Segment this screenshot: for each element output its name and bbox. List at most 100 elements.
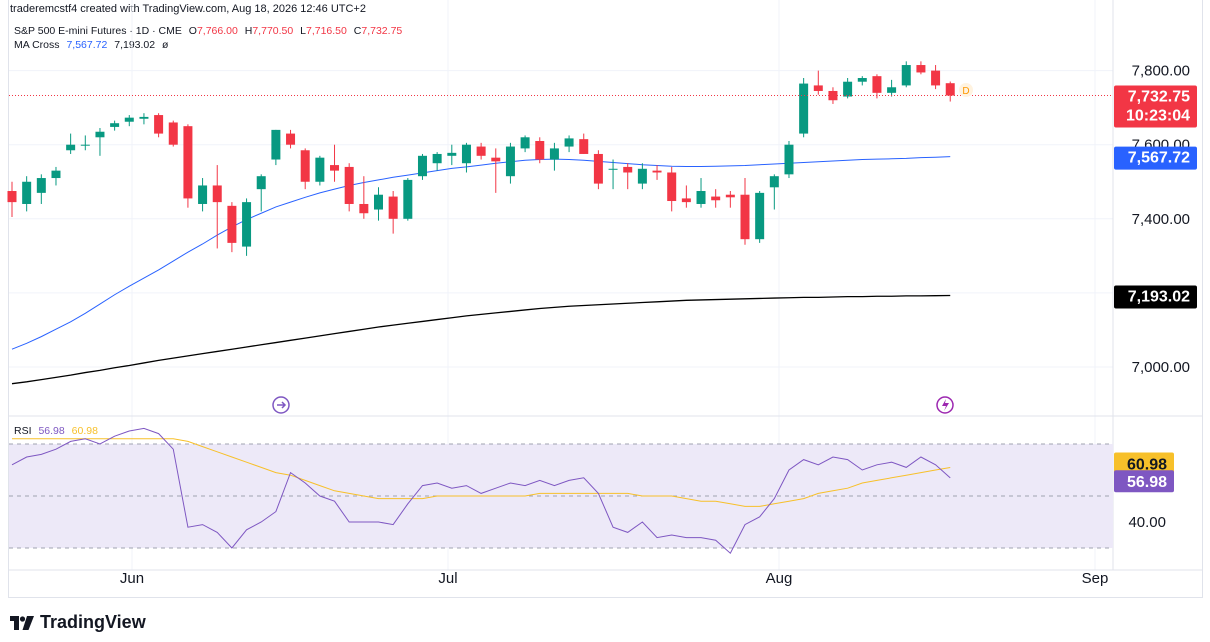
candle <box>388 191 398 234</box>
candle-body <box>681 198 691 203</box>
candle-body <box>256 176 266 190</box>
candle <box>901 61 911 88</box>
candle-body <box>579 139 589 154</box>
candle <box>300 148 310 190</box>
candle-body <box>828 90 838 101</box>
rsi-badge-bg <box>1114 470 1174 493</box>
low-value: 7,716.50 <box>305 25 347 37</box>
candle <box>769 174 779 210</box>
ma-slow-badge-text: 7,193.02 <box>1128 288 1190 305</box>
candle-body <box>7 191 17 203</box>
candle-body <box>198 185 208 204</box>
high-value: 7,770.50 <box>252 25 294 37</box>
price-tick-label: 7,800.00 <box>1132 63 1190 80</box>
symbol-name[interactable]: S&P 500 E-mini Futures · 1D · CME <box>14 25 182 37</box>
candle-body <box>227 205 237 243</box>
ma-label[interactable]: MA Cross <box>14 39 60 51</box>
candle-body <box>725 194 735 198</box>
candle <box>461 142 471 173</box>
event-marker-icon <box>959 83 973 97</box>
ma-fast-badge-bg <box>1114 146 1197 170</box>
time-tick-label: Jun <box>120 570 144 587</box>
lightning-circle-ring <box>936 396 954 414</box>
candle <box>403 178 413 221</box>
arrow-circle-arrow <box>277 401 287 409</box>
price-tick-label: 7,000.00 <box>1132 359 1190 376</box>
candle <box>813 70 823 95</box>
candle-body <box>505 146 515 177</box>
candle-body <box>784 144 794 175</box>
open-label: O <box>188 25 197 37</box>
candle-body <box>271 129 281 160</box>
candle-body <box>476 146 486 156</box>
candle <box>843 78 853 99</box>
candle-body <box>637 168 647 184</box>
candle <box>740 178 750 245</box>
candle <box>271 129 281 166</box>
candle <box>535 137 545 164</box>
candle <box>124 115 134 127</box>
ma-hidden-icon[interactable]: ø <box>162 39 169 51</box>
arrow-circle-icon <box>272 396 290 414</box>
rsi-tick-label: 40.00 <box>1128 514 1166 531</box>
candle <box>447 144 457 166</box>
ma-fast-badge-text: 7,567.72 <box>1128 150 1190 167</box>
tradingview-logo[interactable]: TradingView <box>10 612 146 633</box>
candle <box>22 176 32 212</box>
candle <box>7 181 17 217</box>
candle-body <box>593 153 603 184</box>
candle <box>80 135 90 151</box>
candle-body <box>843 81 853 97</box>
last-price-badge-text: 10:23:04 <box>1126 108 1190 125</box>
candle-body <box>212 185 222 203</box>
price-tick-label: 7,400.00 <box>1132 211 1190 228</box>
candle-body <box>755 192 765 240</box>
candle-body <box>887 87 897 93</box>
candle <box>330 144 340 182</box>
candle-body <box>124 117 134 122</box>
rsi-label[interactable]: RSI <box>14 425 32 437</box>
rsi-ma-badge-bg <box>1114 452 1174 475</box>
candle-body <box>66 144 76 151</box>
candle-body <box>403 179 413 219</box>
time-tick-label: Sep <box>1082 570 1109 587</box>
candle-body <box>359 203 369 214</box>
candle <box>608 159 618 190</box>
created-by-header: traderemcstf4 created with TradingView.c… <box>10 3 366 15</box>
candle <box>681 185 691 208</box>
candle <box>637 163 647 190</box>
candle-body <box>461 144 471 164</box>
last-price-badge-text: 7,732.75 <box>1128 89 1190 106</box>
candle-body <box>857 78 867 82</box>
candle-body <box>432 153 442 164</box>
candle-body <box>51 170 61 179</box>
candle <box>95 128 105 156</box>
candle-body <box>22 181 32 204</box>
candle <box>887 79 897 97</box>
ma-slow-line <box>11 294 951 385</box>
chart-frame <box>8 0 1203 598</box>
candle-body <box>315 157 325 182</box>
candle <box>593 150 603 190</box>
candle-body <box>183 126 193 199</box>
candle <box>579 133 589 154</box>
candle <box>755 191 765 243</box>
candle <box>857 76 867 86</box>
close-label: C <box>353 25 362 37</box>
candle-body <box>945 83 955 96</box>
candle-body <box>711 196 721 201</box>
candle-body <box>901 65 911 86</box>
candle-body <box>36 178 46 193</box>
lightning-bolt <box>942 399 949 411</box>
candle-body <box>154 115 164 134</box>
candle <box>945 81 955 102</box>
candle <box>242 198 252 256</box>
open-value: 7,766.00 <box>196 25 238 37</box>
candle-body <box>520 137 530 149</box>
candle-body <box>740 194 750 240</box>
candle-body <box>80 144 90 146</box>
candle-body <box>491 157 501 162</box>
ma-fast-line <box>11 156 951 350</box>
candle-body <box>769 176 779 188</box>
